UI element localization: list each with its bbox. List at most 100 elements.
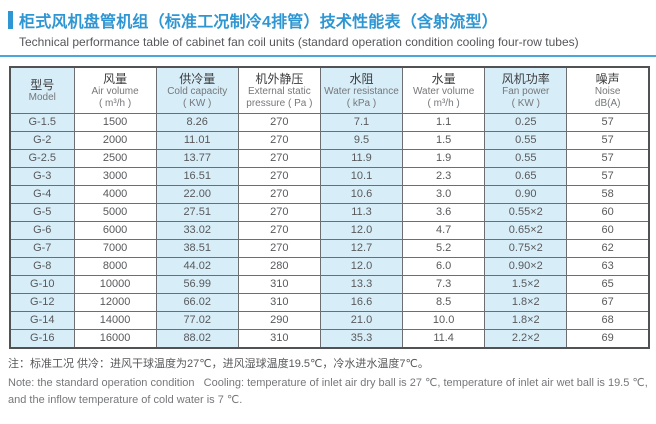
- value-cell: 270: [237, 185, 321, 204]
- value-cell: 7000: [73, 239, 157, 258]
- col-header-water-volume: 水量 Water volume ( m³/h ): [402, 66, 486, 114]
- value-cell: 12000: [73, 293, 157, 312]
- value-cell: 4000: [73, 185, 157, 204]
- value-cell: 13.3: [319, 275, 404, 294]
- value-cell: 66.02: [155, 293, 239, 312]
- value-cell: 270: [237, 149, 321, 168]
- col-header-zh: 水阻: [349, 72, 374, 86]
- value-cell: 11.4: [402, 329, 486, 349]
- col-header-cold-capacity: 供冷量 Cold capacity ( KW ): [155, 66, 239, 114]
- value-cell: 63: [566, 257, 650, 276]
- value-cell: 12.7: [319, 239, 404, 258]
- title-accent-bar: [8, 11, 13, 29]
- value-cell: 10000: [73, 275, 157, 294]
- value-cell: 0.65: [484, 167, 568, 186]
- table-row: G-2 2000 11.01 270 9.5 1.5 0.55 57: [9, 131, 650, 150]
- value-cell: 3000: [73, 167, 157, 186]
- value-cell: 310: [237, 275, 321, 294]
- value-cell: 11.01: [155, 131, 239, 150]
- header-divider: [0, 55, 656, 57]
- value-cell: 4.7: [402, 221, 486, 240]
- value-cell: 62: [566, 239, 650, 258]
- model-cell: G-16: [9, 329, 75, 349]
- col-header-unit: dB(A): [594, 98, 621, 109]
- value-cell: 0.55×2: [484, 203, 568, 222]
- value-cell: 60: [566, 203, 650, 222]
- col-header-model: 型号 Model: [9, 66, 75, 114]
- table-row: G-7 7000 38.51 270 12.7 5.2 0.75×2 62: [9, 239, 650, 258]
- value-cell: 0.75×2: [484, 239, 568, 258]
- value-cell: 57: [566, 131, 650, 150]
- col-header-unit: ( m³/h ): [427, 98, 460, 109]
- value-cell: 3.6: [402, 203, 486, 222]
- col-header-zh: 机外静压: [255, 72, 304, 86]
- value-cell: 13.77: [155, 149, 239, 168]
- col-header-air-volume: 风量 Air volume ( m³/h ): [73, 66, 157, 114]
- table-header: 型号 Model 风量 Air volume ( m³/h ) 供冷量 Cold…: [9, 66, 650, 114]
- value-cell: 60: [566, 221, 650, 240]
- table-row: G-3 3000 16.51 270 10.1 2.3 0.65 57: [9, 167, 650, 186]
- note-zh: 注：标准工况 供冷：进风干球温度为27℃，进风湿球温度19.5℃，冷水进水温度7…: [8, 358, 429, 370]
- value-cell: 0.90×2: [484, 257, 568, 276]
- table-row: G-14 14000 77.02 290 21.0 10.0 1.8×2 68: [9, 311, 650, 330]
- value-cell: 1.8×2: [484, 293, 568, 312]
- value-cell: 16.6: [319, 293, 404, 312]
- col-header-unit: ( KW ): [183, 98, 212, 109]
- value-cell: 69: [566, 329, 650, 349]
- col-header-zh: 水量: [431, 72, 456, 86]
- page: 柜式风机盘管机组（标准工况制冷4排管）技术性能表（含射流型） Technical…: [0, 8, 656, 409]
- value-cell: 280: [237, 257, 321, 276]
- value-cell: 1.9: [402, 149, 486, 168]
- col-header-en: Fan power: [502, 86, 550, 97]
- value-cell: 1500: [73, 113, 157, 132]
- value-cell: 8.26: [155, 113, 239, 132]
- value-cell: 6.0: [402, 257, 486, 276]
- table-row: G-12 12000 66.02 310 16.6 8.5 1.8×2 67: [9, 293, 650, 312]
- value-cell: 10.0: [402, 311, 486, 330]
- table-body: G-1.5 1500 8.26 270 7.1 1.1 0.25 57 G-2 2000 11.01…: [9, 113, 650, 349]
- table-header-row: 型号 Model 风量 Air volume ( m³/h ) 供冷量 Cold…: [9, 66, 650, 114]
- value-cell: 270: [237, 239, 321, 258]
- value-cell: 16000: [73, 329, 157, 349]
- col-header-en: Noise: [594, 86, 621, 97]
- value-cell: 12.0: [319, 221, 404, 240]
- model-cell: G-7: [9, 239, 75, 258]
- value-cell: 5000: [73, 203, 157, 222]
- value-cell: 35.3: [319, 329, 404, 349]
- table-row: G-10 10000 56.99 310 13.3 7.3 1.5×2 65: [9, 275, 650, 294]
- page-header: 柜式风机盘管机组（标准工况制冷4排管）技术性能表（含射流型）: [8, 8, 656, 32]
- value-cell: 88.02: [155, 329, 239, 349]
- value-cell: 38.51: [155, 239, 239, 258]
- value-cell: 10.1: [319, 167, 404, 186]
- col-header-zh: 供冷量: [179, 72, 216, 86]
- value-cell: 310: [237, 293, 321, 312]
- value-cell: 57: [566, 113, 650, 132]
- table-row: G-2.5 2500 13.77 270 11.9 1.9 0.55 57: [9, 149, 650, 168]
- value-cell: 7.3: [402, 275, 486, 294]
- value-cell: 77.02: [155, 311, 239, 330]
- value-cell: 58: [566, 185, 650, 204]
- value-cell: 2.3: [402, 167, 486, 186]
- value-cell: 33.02: [155, 221, 239, 240]
- model-cell: G-10: [9, 275, 75, 294]
- value-cell: 0.90: [484, 185, 568, 204]
- value-cell: 11.9: [319, 149, 404, 168]
- page-subtitle: Technical performance table of cabinet f…: [19, 35, 579, 49]
- value-cell: 270: [237, 131, 321, 150]
- value-cell: 44.02: [155, 257, 239, 276]
- performance-table: 型号 Model 风量 Air volume ( m³/h ) 供冷量 Cold…: [9, 66, 650, 349]
- model-cell: G-12: [9, 293, 75, 312]
- value-cell: 1.1: [402, 113, 486, 132]
- model-cell: G-5: [9, 203, 75, 222]
- table-row: G-16 16000 88.02 310 35.3 11.4 2.2×2 69: [9, 329, 650, 349]
- value-cell: 14000: [73, 311, 157, 330]
- table-row: G-4 4000 22.00 270 10.6 3.0 0.90 58: [9, 185, 650, 204]
- col-header-zh: 型号: [30, 78, 55, 92]
- model-cell: G-2: [9, 131, 75, 150]
- value-cell: 270: [237, 113, 321, 132]
- col-header-external-static-pressure: 机外静压 External static pressure ( Pa ): [237, 66, 321, 114]
- col-header-zh: 噪声: [595, 72, 620, 86]
- col-header-en: Cold capacity: [167, 86, 228, 97]
- value-cell: 22.00: [155, 185, 239, 204]
- value-cell: 8.5: [402, 293, 486, 312]
